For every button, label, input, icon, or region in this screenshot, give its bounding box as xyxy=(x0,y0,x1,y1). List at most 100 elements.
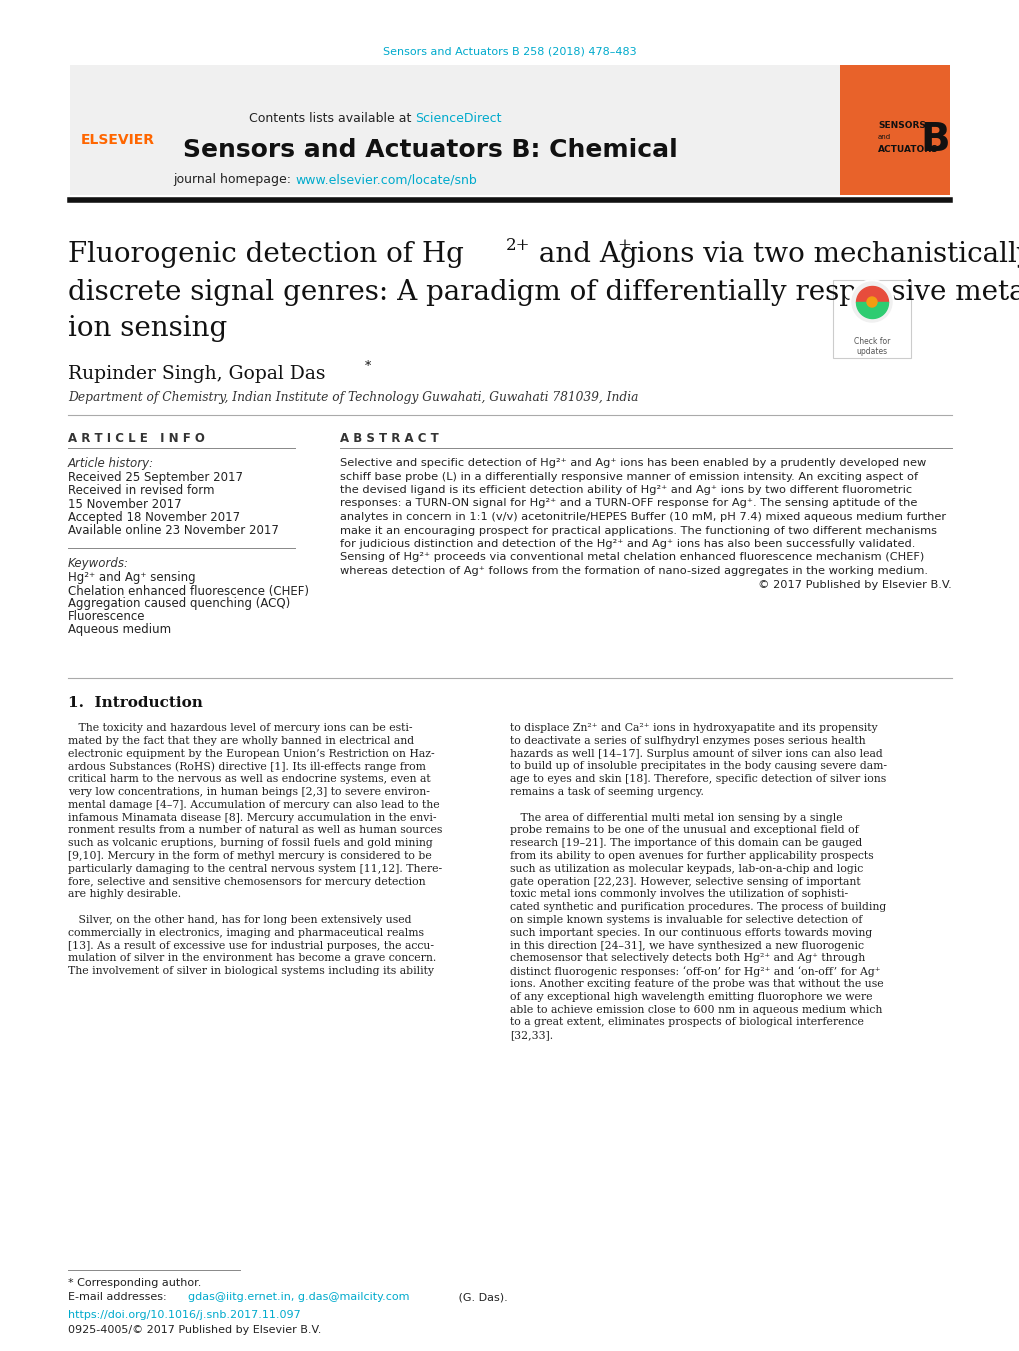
Text: mated by the fact that they are wholly banned in electrical and: mated by the fact that they are wholly b… xyxy=(68,736,414,746)
Text: are highly desirable.: are highly desirable. xyxy=(68,889,181,900)
Text: Fluorescence: Fluorescence xyxy=(68,611,146,624)
Text: Chelation enhanced fluorescence (CHEF): Chelation enhanced fluorescence (CHEF) xyxy=(68,585,309,597)
Text: ACTUATORS: ACTUATORS xyxy=(877,145,937,154)
Text: toxic metal ions commonly involves the utilization of sophisti-: toxic metal ions commonly involves the u… xyxy=(510,889,847,900)
Text: such as volcanic eruptions, burning of fossil fuels and gold mining: such as volcanic eruptions, burning of f… xyxy=(68,838,432,848)
Text: updates: updates xyxy=(856,347,887,357)
Text: [32,33].: [32,33]. xyxy=(510,1031,552,1040)
Text: Sensors and Actuators B 258 (2018) 478–483: Sensors and Actuators B 258 (2018) 478–4… xyxy=(383,47,636,57)
Text: probe remains to be one of the unusual and exceptional field of: probe remains to be one of the unusual a… xyxy=(510,825,858,835)
Text: SENSORS: SENSORS xyxy=(877,120,925,130)
Text: such as utilization as molecular keypads, lab-on-a-chip and logic: such as utilization as molecular keypads… xyxy=(510,863,862,874)
Circle shape xyxy=(849,280,893,324)
Text: ions via two mechanistically: ions via two mechanistically xyxy=(628,242,1019,269)
Text: E-mail addresses:: E-mail addresses: xyxy=(68,1292,170,1302)
Text: responses: a TURN-ON signal for Hg²⁺ and a TURN-OFF response for Ag⁺. The sensin: responses: a TURN-ON signal for Hg²⁺ and… xyxy=(339,499,916,508)
Text: commercially in electronics, imaging and pharmaceutical realms: commercially in electronics, imaging and… xyxy=(68,928,424,938)
Bar xyxy=(70,65,840,195)
Text: hazards as well [14–17]. Surplus amount of silver ions can also lead: hazards as well [14–17]. Surplus amount … xyxy=(510,748,881,759)
Text: Accepted 18 November 2017: Accepted 18 November 2017 xyxy=(68,511,239,523)
Text: The involvement of silver in biological systems including its ability: The involvement of silver in biological … xyxy=(68,966,433,977)
Text: Department of Chemistry, Indian Institute of Technology Guwahati, Guwahati 78103: Department of Chemistry, Indian Institut… xyxy=(68,392,638,404)
Text: Aqueous medium: Aqueous medium xyxy=(68,624,171,636)
Text: © 2017 Published by Elsevier B.V.: © 2017 Published by Elsevier B.V. xyxy=(757,580,951,589)
Text: Check for: Check for xyxy=(853,338,890,346)
Text: [9,10]. Mercury in the form of methyl mercury is considered to be: [9,10]. Mercury in the form of methyl me… xyxy=(68,851,431,861)
Text: and Ag: and Ag xyxy=(530,242,637,269)
Text: infamous Minamata disease [8]. Mercury accumulation in the envi-: infamous Minamata disease [8]. Mercury a… xyxy=(68,812,436,823)
Text: Received 25 September 2017: Received 25 September 2017 xyxy=(68,471,243,485)
Text: ELSEVIER: ELSEVIER xyxy=(81,132,155,147)
Text: chemosensor that selectively detects both Hg²⁺ and Ag⁺ through: chemosensor that selectively detects bot… xyxy=(510,954,864,963)
Text: particularly damaging to the central nervous system [11,12]. There-: particularly damaging to the central ner… xyxy=(68,863,441,874)
Text: ion sensing: ion sensing xyxy=(68,316,227,343)
Text: mulation of silver in the environment has become a grave concern.: mulation of silver in the environment ha… xyxy=(68,954,436,963)
Text: Fluorogenic detection of Hg: Fluorogenic detection of Hg xyxy=(68,242,464,269)
Text: and: and xyxy=(877,134,891,141)
Text: (G. Das).: (G. Das). xyxy=(454,1292,507,1302)
Text: to displace Zn²⁺ and Ca²⁺ ions in hydroxyapatite and its propensity: to displace Zn²⁺ and Ca²⁺ ions in hydrox… xyxy=(510,723,876,734)
Text: such important species. In our continuous efforts towards moving: such important species. In our continuou… xyxy=(510,928,871,938)
Text: Received in revised form: Received in revised form xyxy=(68,485,214,497)
Bar xyxy=(833,280,910,358)
Text: from its ability to open avenues for further applicability prospects: from its ability to open avenues for fur… xyxy=(510,851,872,861)
Text: Rupinder Singh, Gopal Das: Rupinder Singh, Gopal Das xyxy=(68,365,325,382)
Text: very low concentrations, in human beings [2,3] to severe environ-: very low concentrations, in human beings… xyxy=(68,788,429,797)
Text: fore, selective and sensitive chemosensors for mercury detection: fore, selective and sensitive chemosenso… xyxy=(68,877,425,886)
Text: to build up of insoluble precipitates in the body causing severe dam-: to build up of insoluble precipitates in… xyxy=(510,762,887,771)
Text: Silver, on the other hand, has for long been extensively used: Silver, on the other hand, has for long … xyxy=(68,915,411,925)
Text: journal homepage:: journal homepage: xyxy=(173,173,294,186)
Text: discrete signal genres: A paradigm of differentially responsive metal: discrete signal genres: A paradigm of di… xyxy=(68,278,1019,305)
Bar xyxy=(840,65,949,195)
Text: B: B xyxy=(919,122,949,159)
Text: gdas@iitg.ernet.in, g.das@mailcity.com: gdas@iitg.ernet.in, g.das@mailcity.com xyxy=(187,1292,409,1302)
Circle shape xyxy=(851,282,892,322)
Text: ions. Another exciting feature of the probe was that without the use: ions. Another exciting feature of the pr… xyxy=(510,979,882,989)
Text: able to achieve emission close to 600 nm in aqueous medium which: able to achieve emission close to 600 nm… xyxy=(510,1005,881,1015)
Text: critical harm to the nervous as well as endocrine systems, even at: critical harm to the nervous as well as … xyxy=(68,774,430,784)
Text: ronment results from a number of natural as well as human sources: ronment results from a number of natural… xyxy=(68,825,442,835)
Text: www.elsevier.com/locate/snb: www.elsevier.com/locate/snb xyxy=(294,173,476,186)
Text: Sensing of Hg²⁺ proceeds via conventional metal chelation enhanced fluorescence : Sensing of Hg²⁺ proceeds via conventiona… xyxy=(339,553,923,562)
Text: Hg²⁺ and Ag⁺ sensing: Hg²⁺ and Ag⁺ sensing xyxy=(68,571,196,585)
Text: ScienceDirect: ScienceDirect xyxy=(415,112,501,124)
Text: Contents lists available at: Contents lists available at xyxy=(249,112,415,124)
Text: on simple known systems is invaluable for selective detection of: on simple known systems is invaluable fo… xyxy=(510,915,861,925)
Text: A R T I C L E   I N F O: A R T I C L E I N F O xyxy=(68,431,205,444)
Text: The toxicity and hazardous level of mercury ions can be esti-: The toxicity and hazardous level of merc… xyxy=(68,723,412,734)
Text: make it an encouraging prospect for practical applications. The functioning of t: make it an encouraging prospect for prac… xyxy=(339,526,936,535)
Text: cated synthetic and purification procedures. The process of building: cated synthetic and purification procedu… xyxy=(510,902,886,912)
Text: distinct fluorogenic responses: ‘off-on’ for Hg²⁺ and ‘on-off’ for Ag⁺: distinct fluorogenic responses: ‘off-on’… xyxy=(510,966,879,977)
Text: to deactivate a series of sulfhydryl enzymes poses serious health: to deactivate a series of sulfhydryl enz… xyxy=(510,736,865,746)
Text: 0925-4005/© 2017 Published by Elsevier B.V.: 0925-4005/© 2017 Published by Elsevier B… xyxy=(68,1325,321,1335)
Text: +: + xyxy=(616,238,631,254)
Text: Sensors and Actuators B: Chemical: Sensors and Actuators B: Chemical xyxy=(182,138,677,162)
Text: [13]. As a result of excessive use for industrial purposes, the accu-: [13]. As a result of excessive use for i… xyxy=(68,940,433,951)
Text: https://doi.org/10.1016/j.snb.2017.11.097: https://doi.org/10.1016/j.snb.2017.11.09… xyxy=(68,1310,301,1320)
Text: Selective and specific detection of Hg²⁺ and Ag⁺ ions has been enabled by a prud: Selective and specific detection of Hg²⁺… xyxy=(339,458,925,467)
Text: for judicious distinction and detection of the Hg²⁺ and Ag⁺ ions has also been s: for judicious distinction and detection … xyxy=(339,539,914,549)
Text: research [19–21]. The importance of this domain can be gauged: research [19–21]. The importance of this… xyxy=(510,838,861,848)
Text: whereas detection of Ag⁺ follows from the formation of nano-sized aggregates in : whereas detection of Ag⁺ follows from th… xyxy=(339,566,927,576)
Text: mental damage [4–7]. Accumulation of mercury can also lead to the: mental damage [4–7]. Accumulation of mer… xyxy=(68,800,439,809)
Text: 1.  Introduction: 1. Introduction xyxy=(68,696,203,711)
Text: electronic equipment by the European Union’s Restriction on Haz-: electronic equipment by the European Uni… xyxy=(68,748,434,759)
Circle shape xyxy=(866,297,876,307)
Text: remains a task of seeming urgency.: remains a task of seeming urgency. xyxy=(510,788,703,797)
Text: the devised ligand is its efficient detection ability of Hg²⁺ and Ag⁺ ions by tw: the devised ligand is its efficient dete… xyxy=(339,485,911,494)
Text: Available online 23 November 2017: Available online 23 November 2017 xyxy=(68,523,278,536)
Text: age to eyes and skin [18]. Therefore, specific detection of silver ions: age to eyes and skin [18]. Therefore, sp… xyxy=(510,774,886,784)
Text: ardous Substances (RoHS) directive [1]. Its ill-effects range from: ardous Substances (RoHS) directive [1]. … xyxy=(68,761,426,771)
Text: in this direction [24–31], we have synthesized a new fluorogenic: in this direction [24–31], we have synth… xyxy=(510,940,863,951)
Text: Aggregation caused quenching (ACQ): Aggregation caused quenching (ACQ) xyxy=(68,597,290,611)
Text: to a great extent, eliminates prospects of biological interference: to a great extent, eliminates prospects … xyxy=(510,1017,863,1027)
Text: *: * xyxy=(365,359,371,373)
Text: Article history:: Article history: xyxy=(68,457,154,470)
Text: A B S T R A C T: A B S T R A C T xyxy=(339,431,438,444)
Text: analytes in concern in 1:1 (v/v) acetonitrile/HEPES Buffer (10 mM, pH 7.4) mixed: analytes in concern in 1:1 (v/v) acetoni… xyxy=(339,512,946,521)
Text: Keywords:: Keywords: xyxy=(68,557,128,570)
Text: 15 November 2017: 15 November 2017 xyxy=(68,497,181,511)
Text: gate operation [22,23]. However, selective sensing of important: gate operation [22,23]. However, selecti… xyxy=(510,877,860,886)
Text: The area of differential multi metal ion sensing by a single: The area of differential multi metal ion… xyxy=(510,812,842,823)
Text: schiff base probe (L) in a differentially responsive manner of emission intensit: schiff base probe (L) in a differentiall… xyxy=(339,471,917,481)
